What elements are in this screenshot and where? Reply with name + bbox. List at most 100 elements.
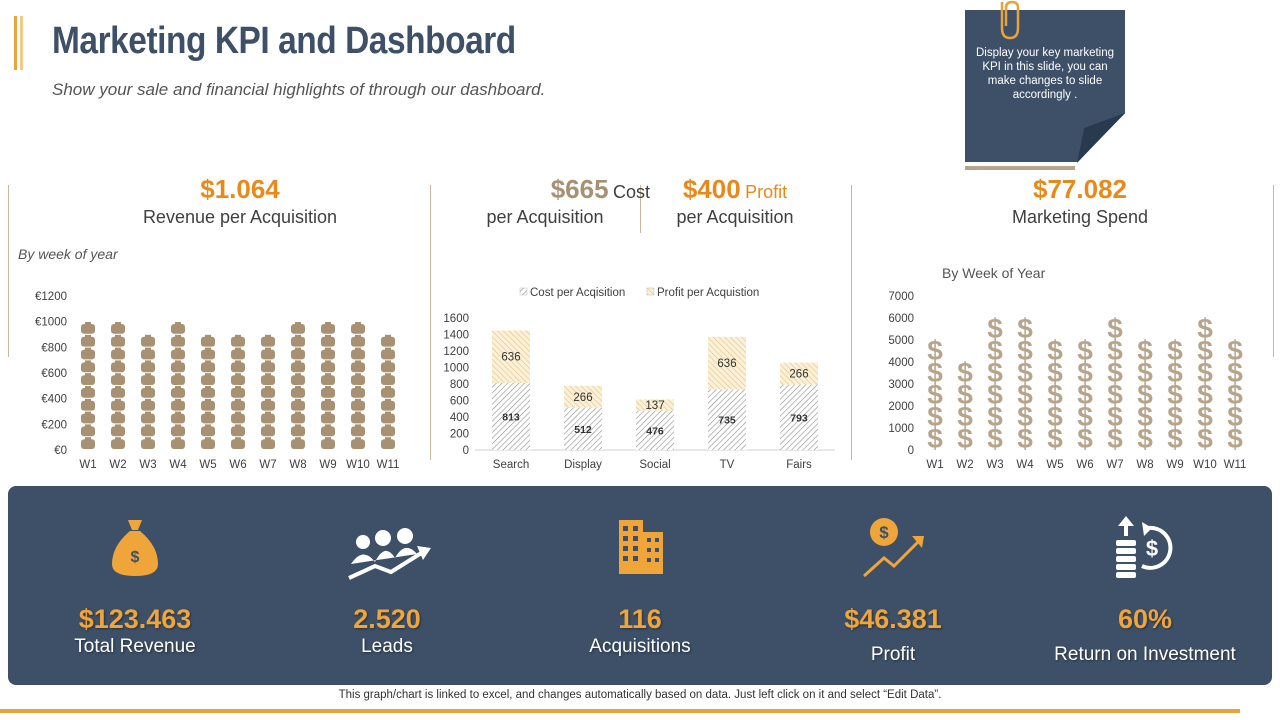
dollar-mark: $ xyxy=(1167,401,1183,432)
bar: $$$$$ xyxy=(927,335,943,454)
buildings-icon xyxy=(619,520,663,574)
x-tick-label: W11 xyxy=(1224,459,1247,471)
y-tick-label: €1000 xyxy=(35,317,67,329)
money-bag-neck xyxy=(115,347,121,351)
money-bag-neck xyxy=(385,386,391,389)
bar: $$$$$$ xyxy=(1017,313,1033,454)
money-bag-mark xyxy=(141,362,155,373)
money-bag-mark xyxy=(171,336,185,347)
money-bag-mark xyxy=(351,349,365,360)
money-bag-mark xyxy=(81,362,95,373)
dollar-mark: $ xyxy=(987,401,1003,432)
money-bag-mark xyxy=(201,426,215,437)
money-bag-mark xyxy=(111,362,125,373)
money-bag-mark xyxy=(261,388,275,398)
x-tick-label: W5 xyxy=(1046,459,1063,471)
money-bag-mark xyxy=(321,413,335,424)
stat-total-revenue-value: $123.463 xyxy=(78,604,192,634)
money-bag-neck xyxy=(205,334,211,338)
money-bag-neck xyxy=(175,360,181,364)
bar xyxy=(171,322,185,449)
y-tick-label: 3000 xyxy=(888,379,914,391)
y-tick-label: 5000 xyxy=(888,335,914,347)
money-bag-mark xyxy=(351,324,365,334)
divider-left xyxy=(8,185,9,357)
roi-coins-icon: $ xyxy=(1116,516,1173,578)
bar-segment xyxy=(636,399,674,411)
dollar-mark: $ xyxy=(987,423,1003,454)
x-tick-label: W6 xyxy=(229,459,246,471)
money-bag-mark xyxy=(171,362,185,373)
money-bag-neck xyxy=(385,398,391,402)
money-bag-mark xyxy=(321,336,335,347)
money-bag-neck xyxy=(145,437,151,441)
dollar-mark: $ xyxy=(987,357,1003,388)
money-bag-neck xyxy=(355,347,361,351)
money-bag-mark xyxy=(201,349,215,360)
money-bag-mark xyxy=(171,349,185,360)
money-bag-neck xyxy=(115,334,121,338)
bar xyxy=(141,334,155,449)
data-label: 735 xyxy=(718,415,736,427)
kpi-spend-value: $77.082 xyxy=(1033,174,1127,204)
dollar-mark: $ xyxy=(1017,423,1033,454)
money-bag-mark xyxy=(141,426,155,437)
money-bag-neck xyxy=(325,347,331,351)
chart1-title: By week of year xyxy=(18,246,118,262)
money-bag-mark xyxy=(261,439,275,449)
money-bag-neck xyxy=(355,334,361,338)
money-bag-mark xyxy=(171,413,185,424)
bar: $$$$$$ xyxy=(1197,313,1213,454)
x-tick-label: W10 xyxy=(346,459,370,471)
money-bag-neck xyxy=(175,398,181,402)
y-tick-label: 800 xyxy=(450,379,469,391)
money-bag-neck xyxy=(355,398,361,402)
money-bag-mark xyxy=(381,349,395,360)
data-label: 512 xyxy=(574,424,592,436)
money-bag-mark xyxy=(141,388,155,398)
money-bag-neck xyxy=(115,424,121,428)
dollar-mark: $ xyxy=(1107,423,1123,454)
dollar-mark: $ xyxy=(1167,335,1183,366)
kpi-profit-value: $400 xyxy=(682,174,741,204)
money-bag-mark xyxy=(291,324,305,334)
data-label: 476 xyxy=(646,425,664,437)
dollar-mark: $ xyxy=(1077,357,1093,388)
kpi-cost-value: $665 xyxy=(550,174,609,204)
bar: $$$$$ xyxy=(1047,335,1063,454)
bar xyxy=(351,322,365,449)
y-tick-label: 200 xyxy=(450,429,469,441)
stat-total-revenue-label: Total Revenue xyxy=(74,636,196,657)
money-bag-mark xyxy=(321,375,335,385)
money-bag-neck xyxy=(235,386,241,389)
x-tick-label: W7 xyxy=(259,459,276,471)
money-bag-neck xyxy=(265,334,271,338)
dollar-mark: $ xyxy=(1167,357,1183,388)
money-bag-mark xyxy=(231,400,245,411)
marketing-spend-by-week-chart: 01000200030004000500060007000$$$$$W1$$$$… xyxy=(888,291,1247,471)
kpi-profit-label: per Acquisition xyxy=(676,207,794,227)
svg-text:$: $ xyxy=(879,523,889,542)
dollar-mark: $ xyxy=(1167,379,1183,410)
dollar-mark: $ xyxy=(1137,401,1153,432)
bar xyxy=(81,322,95,449)
money-bag-neck xyxy=(115,437,121,441)
money-bag-neck xyxy=(115,322,121,325)
dollar-mark: $ xyxy=(1017,357,1033,388)
money-bag-mark xyxy=(321,388,335,398)
kpi-cost-label: per Acquisition xyxy=(486,207,604,227)
money-bag-neck xyxy=(325,411,331,415)
money-bag-neck xyxy=(175,386,181,389)
money-bag-mark xyxy=(381,439,395,449)
kpi-profit: $400 Profit xyxy=(640,174,830,205)
y-tick-label: 2000 xyxy=(888,401,914,413)
money-bag-mark xyxy=(231,375,245,385)
y-tick-label: 1000 xyxy=(888,423,914,435)
money-bag-neck xyxy=(205,411,211,415)
legend-label: Profit per Acquistion xyxy=(657,287,759,299)
money-bag-mark xyxy=(261,400,275,411)
money-bag-neck xyxy=(145,411,151,415)
money-bag-neck xyxy=(205,347,211,351)
dollar-mark: $ xyxy=(1017,313,1033,344)
money-bag-mark xyxy=(171,400,185,411)
